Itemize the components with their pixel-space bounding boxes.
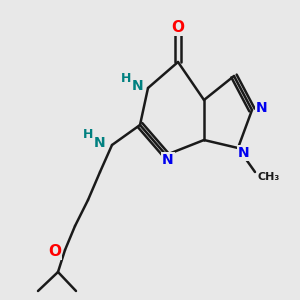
Text: N: N: [94, 136, 106, 150]
Text: N: N: [256, 101, 268, 115]
Text: O: O: [49, 244, 62, 260]
Text: CH₃: CH₃: [258, 172, 280, 182]
Text: N: N: [162, 153, 174, 167]
Text: N: N: [238, 146, 250, 160]
Text: O: O: [172, 20, 184, 35]
Text: N: N: [132, 79, 144, 93]
Text: H: H: [121, 71, 131, 85]
Text: H: H: [83, 128, 93, 142]
